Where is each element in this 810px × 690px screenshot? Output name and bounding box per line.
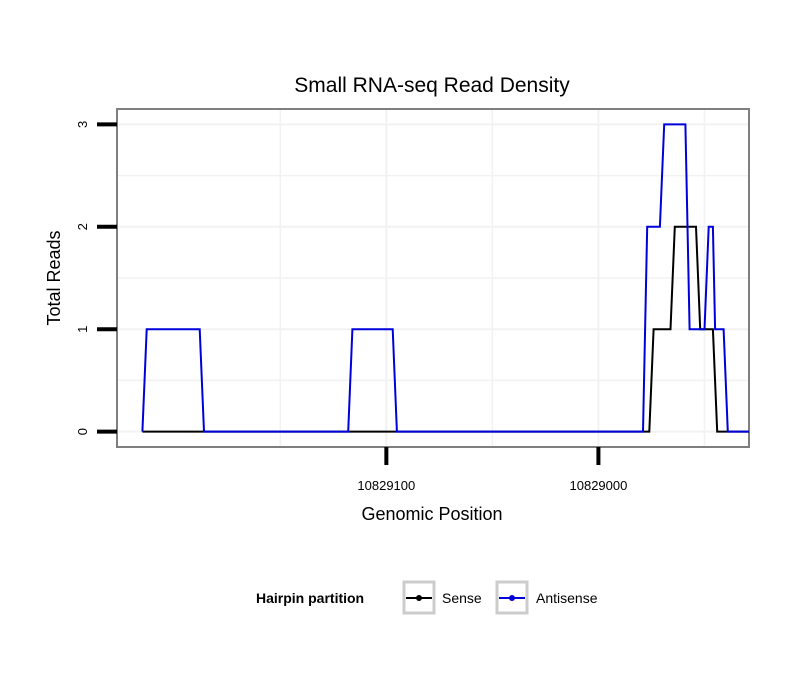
legend-item-antisense: Antisense xyxy=(495,580,598,615)
y-axis: 0 1 2 3 xyxy=(75,121,117,435)
x-axis-label: Genomic Position xyxy=(361,504,502,524)
series-line-antisense xyxy=(141,123,749,433)
y-axis-label: Total Reads xyxy=(44,230,64,325)
legend-point-sense xyxy=(416,595,422,601)
legend-item-sense: Sense xyxy=(402,580,482,615)
y-tick-label: 2 xyxy=(75,223,90,230)
plot-panel-border xyxy=(116,108,750,448)
legend-title: Hairpin partition xyxy=(256,590,364,606)
series-layer xyxy=(141,123,749,433)
y-tick-label: 1 xyxy=(75,326,90,333)
y-tick-label: 3 xyxy=(75,121,90,128)
y-tick-label: 0 xyxy=(75,428,90,435)
legend-label-sense: Sense xyxy=(442,590,482,606)
x-tick-label: 10829000 xyxy=(570,478,628,493)
x-tick-label: 10829100 xyxy=(357,478,415,493)
series-line-sense xyxy=(142,225,749,433)
x-axis: 10829100 10829000 xyxy=(357,447,627,493)
legend: Hairpin partition Sense Antisense xyxy=(256,580,598,615)
legend-label-antisense: Antisense xyxy=(536,590,598,606)
legend-point-antisense xyxy=(509,595,515,601)
chart-title: Small RNA-seq Read Density xyxy=(294,74,570,97)
grid-lines xyxy=(117,109,749,447)
